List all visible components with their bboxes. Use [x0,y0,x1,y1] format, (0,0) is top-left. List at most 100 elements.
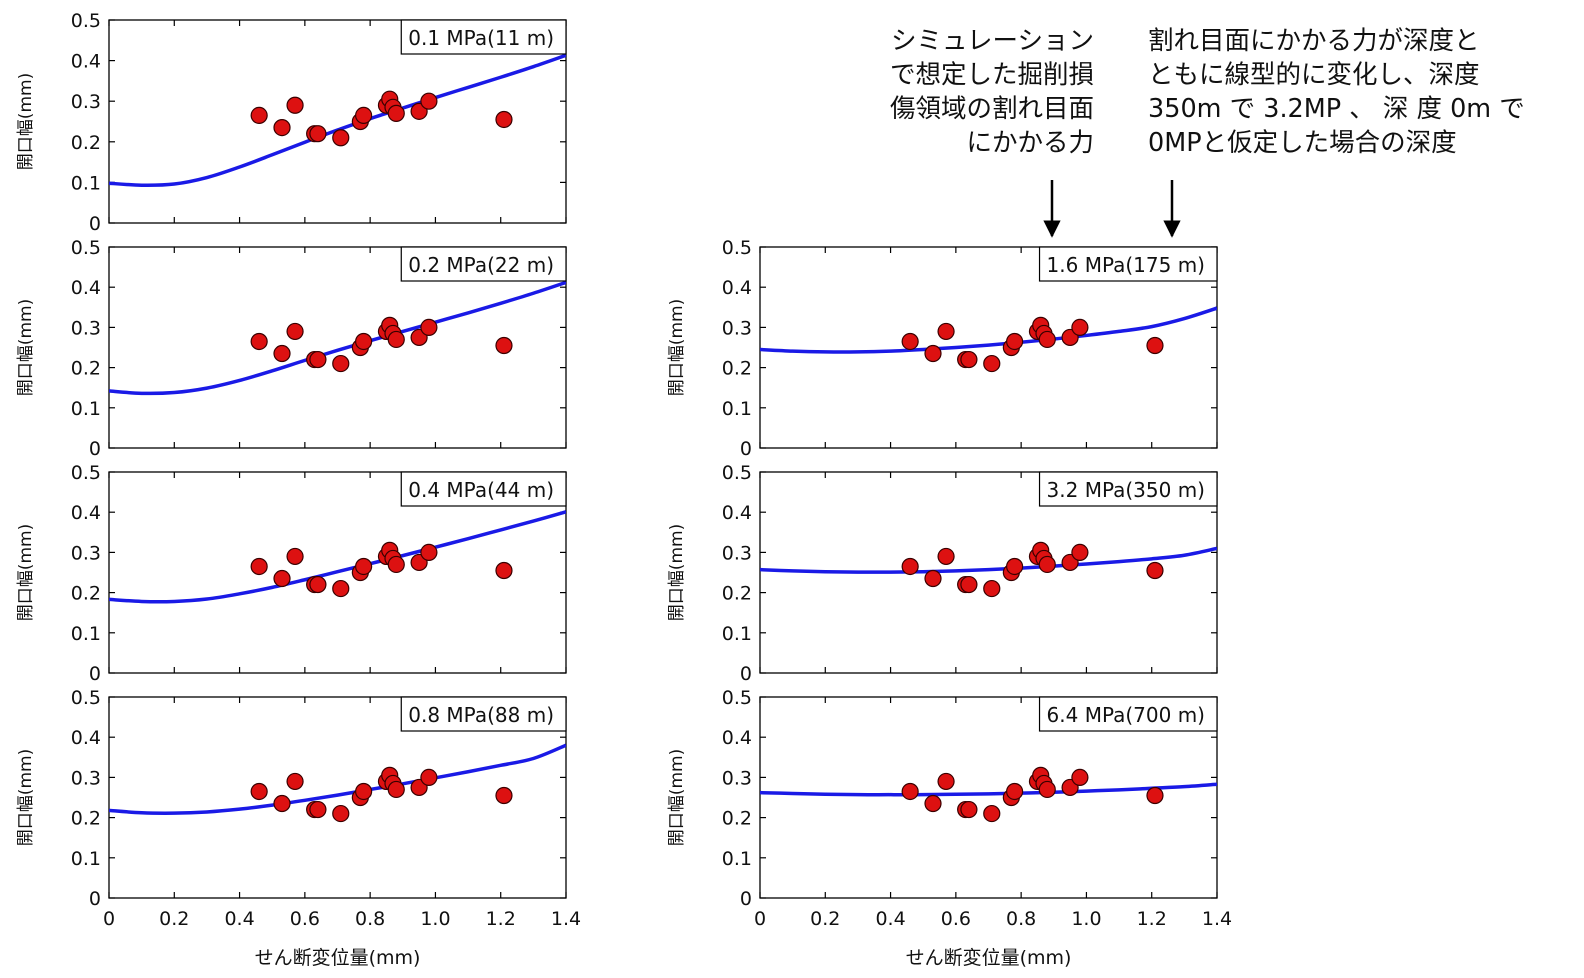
y-tick-label: 0.2 [71,583,101,605]
data-point [495,561,513,580]
x-tick-label: 0.4 [224,908,254,930]
annotation-line: 割れ目面にかかる力が深度と [1148,26,1480,56]
data-point [420,768,438,787]
panel-label: 6.4 MPa(700 m) [1047,703,1205,727]
y-axis-title: 開口幅(mm) [667,299,687,396]
data-point [250,332,268,351]
chart-panel: 0 0.1 0.2 0.3 0.4 0.5 開口幅(mm) 3.2 MPa(350 m) [667,462,1218,685]
y-axis-title: 開口幅(mm) [16,749,36,846]
x-tick-label: 1.0 [420,908,450,930]
data-point [924,344,942,363]
x-tick-label: 0 [754,908,766,930]
y-tick-label: 0.3 [71,767,101,789]
y-tick-label: 0.2 [71,808,101,830]
y-tick-label: 0.4 [71,727,101,749]
data-point [309,800,327,819]
y-tick-label: 0 [89,213,101,235]
y-tick-label: 0 [740,888,752,910]
y-tick-label: 0.4 [71,51,101,73]
x-tick-label: 0.6 [290,908,320,930]
y-tick-label: 0.4 [71,277,101,299]
data-point [332,129,350,147]
x-axis-title: せん断変位量(mm) [255,947,421,969]
data-point [1146,336,1164,355]
y-tick-label: 0.5 [71,10,101,32]
panel-label-box [400,246,567,282]
y-tick-label: 0.5 [71,237,101,259]
data-point [420,318,438,336]
panel-label-box [400,471,567,507]
data-point [1038,780,1056,799]
data-point [901,332,919,351]
y-tick-label: 0.1 [71,172,101,194]
y-tick-label: 0.3 [71,542,101,564]
x-axis-title: せん断変位量(mm) [906,947,1072,969]
panels-group: 0 0.1 0.2 0.3 0.4 0.5 開口幅(mm) 0.1 MPa(11 m) 0 0.1… [16,10,1232,969]
data-point [901,557,919,576]
plot-frame [759,471,1218,674]
y-axis-title: 開口幅(mm) [16,73,36,170]
annotation-line: シミュレーション [891,26,1094,56]
x-tick-label: 0.2 [159,908,189,930]
data-point [1006,332,1024,351]
data-point [983,804,1001,823]
data-point [387,330,405,349]
data-point [983,354,1001,373]
data-point [960,800,978,819]
data-point [250,106,268,125]
y-tick-label: 0.2 [71,358,101,380]
x-tick-label: 0.2 [810,908,840,930]
data-point [273,794,291,813]
annotation-right: 割れ目面にかかる力が深度と ともに線型的に変化し、深度 350m で 3.2MP 、… [1148,24,1525,160]
data-point [332,804,350,823]
y-tick-label: 0.2 [722,358,752,380]
y-tick-label: 0.1 [722,623,752,645]
data-point [960,350,978,369]
model-curve [760,306,1217,354]
data-point [273,344,291,363]
x-tick-label: 0 [103,908,115,930]
panel-label: 0.1 MPa(11 m) [408,26,554,50]
model-curve [109,743,566,815]
data-point [924,569,942,588]
model-curve [109,510,566,604]
plot-frame [759,696,1218,899]
data-point [286,96,304,114]
data-point [286,772,304,791]
model-curve [760,782,1217,797]
y-tick-label: 0.3 [722,317,752,339]
x-tick-label: 0.6 [941,908,971,930]
panel-label-box [1038,696,1218,732]
y-tick-label: 0.4 [722,277,752,299]
y-tick-label: 0.3 [722,767,752,789]
data-point [420,92,438,110]
data-point [355,106,373,125]
y-tick-label: 0.4 [71,502,101,524]
data-point [1038,330,1056,349]
plot-frame [108,696,567,899]
model-curve [109,280,566,396]
panel-label: 1.6 MPa(175 m) [1047,253,1205,277]
data-point [495,786,513,805]
data-point [937,547,955,566]
data-point [286,547,304,566]
data-point [332,579,350,598]
x-tick-label: 0.8 [1006,908,1036,930]
y-axis-title: 開口幅(mm) [16,299,36,396]
x-tick-label: 0.8 [355,908,385,930]
plot-frame [108,471,567,674]
y-tick-label: 0.2 [71,132,101,154]
y-tick-label: 0.5 [722,687,752,709]
data-point [309,125,327,143]
data-point [387,104,405,122]
annotation-line: ともに線型的に変化し、深度 [1148,60,1480,90]
data-point [495,110,513,129]
y-tick-label: 0 [89,663,101,685]
data-point [1146,561,1164,580]
panel-label: 3.2 MPa(350 m) [1047,478,1205,502]
y-axis-title: 開口幅(mm) [667,749,687,846]
chart-panel: 0 0.1 0.2 0.3 0.4 0.5 開口幅(mm) 0.4 MPa(44 m) [16,462,567,685]
data-point [250,782,268,801]
annotation-line: で想定した掘削損 [889,60,1094,90]
